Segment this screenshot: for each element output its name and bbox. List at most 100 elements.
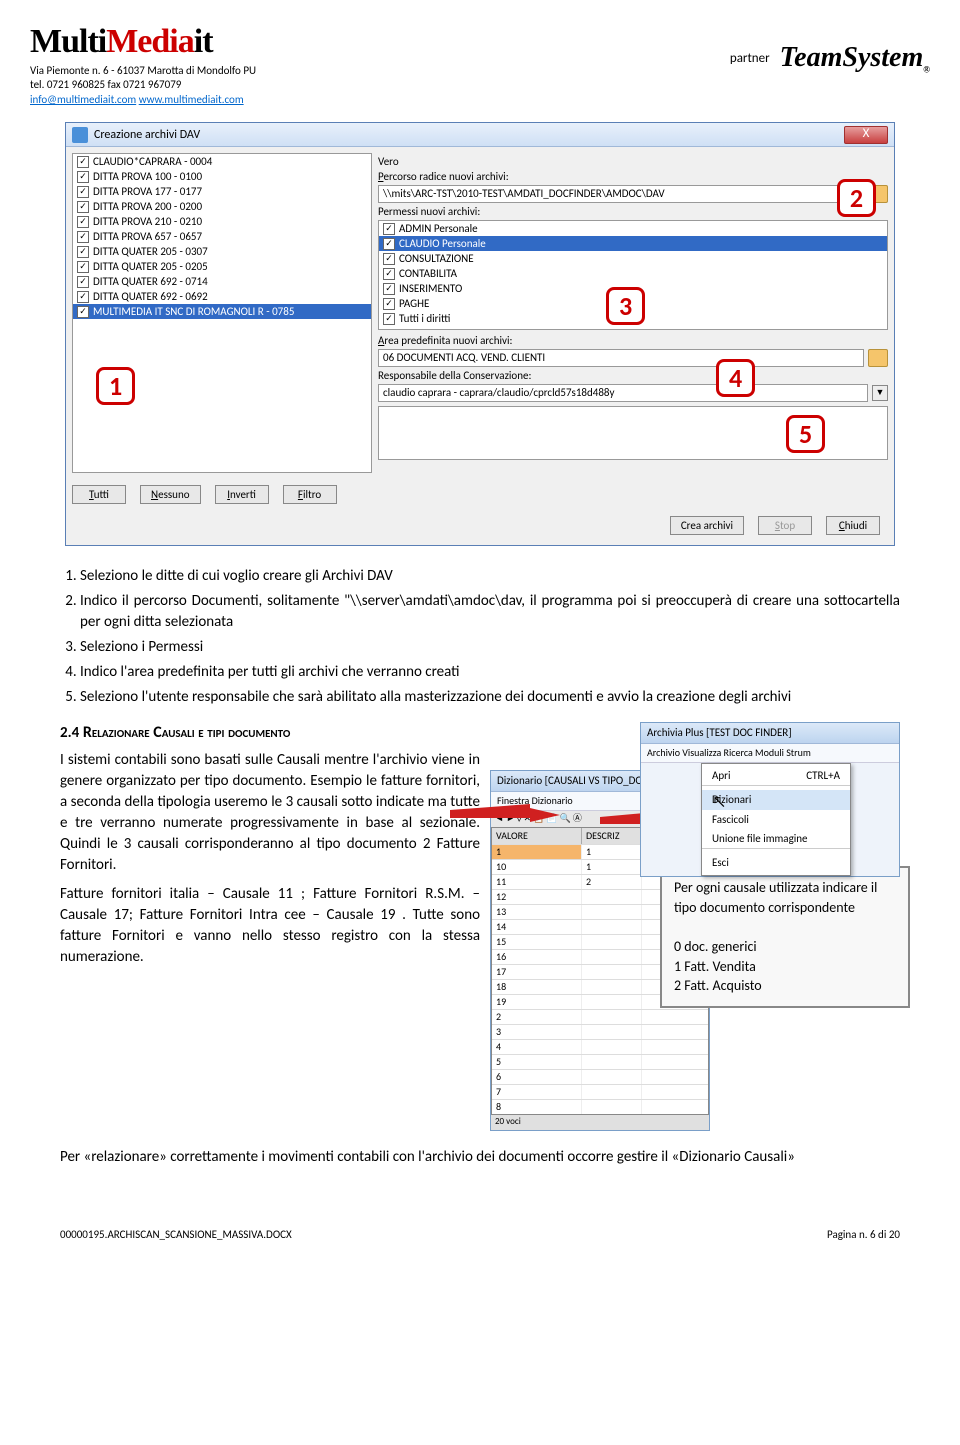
list-item[interactable]: CLAUDIO*CAPRARA - 0004 xyxy=(93,155,212,168)
perm-item[interactable]: CONSULTAZIONE xyxy=(399,252,474,265)
ditte-list[interactable]: ✓CLAUDIO*CAPRARA - 0004 ✓DITTA PROVA 100… xyxy=(72,153,372,473)
bottom-button-row: Crea archivi Stop Chiudi xyxy=(66,510,894,545)
perm-item[interactable]: Tutti i diritti xyxy=(399,312,450,325)
archivia-menubar[interactable]: Archivio Visualizza Ricerca Moduli Strum xyxy=(641,744,899,763)
logo-it: it xyxy=(194,23,213,60)
resp-dropdown-arrow[interactable]: ▼ xyxy=(872,385,888,401)
callout-2: 2 xyxy=(837,179,876,217)
app-screenshots-column: Archivia Plus [TEST DOC FINDER] Archivio… xyxy=(490,750,900,1137)
perm-item[interactable]: ADMIN Personale xyxy=(399,222,478,235)
btn-crea-archivi[interactable]: Crea archivi xyxy=(670,516,744,535)
callout-4: 4 xyxy=(716,359,755,397)
section-title: Relazionare Causali e tipi documento xyxy=(83,723,290,742)
document-header: MultiMediait Via Piemonte n. 6 - 61037 M… xyxy=(30,20,930,107)
instruction-4: Indico l'area predefinita per tutti gli … xyxy=(80,662,900,683)
instructions-text: Seleziono le ditte di cui voglio creare … xyxy=(60,566,900,1168)
btn-stop: Stop xyxy=(758,516,812,535)
area-input[interactable]: 06 DOCUMENTI ACQ. VEND. CLIENTI xyxy=(378,349,864,367)
callout-3: 3 xyxy=(606,287,645,325)
logo-multi: Multi xyxy=(30,23,106,60)
instruction-2: Indico il percorso Documenti, solitament… xyxy=(80,591,900,633)
logo-multimediait: MultiMediait xyxy=(30,20,256,64)
list-item-selected[interactable]: MULTIMEDIA IT SNC DI ROMAGNOLI R - 0785 xyxy=(93,305,294,318)
instruction-1: Seleziono le ditte di cui voglio creare … xyxy=(80,566,900,587)
header-email-link[interactable]: info@multimediait.com xyxy=(30,93,136,106)
teamsystem-text: TeamSystem xyxy=(780,42,924,73)
instruction-5: Seleziono l'utente responsabile che sarà… xyxy=(80,687,900,708)
note-line-2: 0 doc. generici xyxy=(674,937,896,957)
partner-label: partner xyxy=(730,51,770,66)
section-body-text: I sistemi contabili sono basati sulle Ca… xyxy=(60,750,480,976)
red-arrow-1 xyxy=(450,804,560,834)
list-item[interactable]: DITTA PROVA 657 - 0657 xyxy=(93,230,202,243)
left-button-row: Tutti Nessuno Inverti Filtro xyxy=(66,479,894,510)
list-item[interactable]: DITTA QUATER 692 - 0714 xyxy=(93,275,208,288)
header-web-link[interactable]: www.multimediait.com xyxy=(139,93,244,106)
perm-item[interactable]: CONTABILITA xyxy=(399,267,457,280)
perm-item-selected[interactable]: CLAUDIO Personale xyxy=(399,237,486,250)
table-row[interactable]: 8 xyxy=(492,1099,708,1114)
ts-reg: ® xyxy=(923,65,930,75)
note-line-4: 2 Fatt. Acquisto xyxy=(674,976,896,996)
footer-pagenum: Pagina n. 6 di 20 xyxy=(827,1228,900,1241)
table-row[interactable]: 6 xyxy=(492,1069,708,1084)
callout-1: 1 xyxy=(96,367,135,405)
header-right: partner TeamSystem® xyxy=(730,42,930,75)
permessi-label: Permessi nuovi archivi: xyxy=(378,205,888,218)
section-number: 2.4 xyxy=(60,724,79,742)
footer-filename: 00000195.ARCHISCAN_SCANSIONE_MASSIVA.DOC… xyxy=(60,1228,292,1241)
list-item[interactable]: DITTA QUATER 692 - 0692 xyxy=(93,290,208,303)
section-p3: Per «relazionare» correttamente i movime… xyxy=(60,1147,900,1168)
table-row[interactable]: 5 xyxy=(492,1054,708,1069)
section-p1: I sistemi contabili sono basati sulle Ca… xyxy=(60,750,480,876)
perm-item[interactable]: PAGHE xyxy=(399,297,429,310)
list-item[interactable]: DITTA PROVA 177 - 0177 xyxy=(93,185,202,198)
table-row[interactable]: 3 xyxy=(492,1024,708,1039)
btn-filtro[interactable]: Filtro xyxy=(283,485,337,504)
table-row[interactable]: 4 xyxy=(492,1039,708,1054)
vero-label: Vero xyxy=(378,155,888,168)
menu-apri-shortcut: CTRL+A xyxy=(806,768,840,783)
list-item[interactable]: DITTA QUATER 205 - 0307 xyxy=(93,245,208,258)
table-footer: 20 voci xyxy=(491,1115,709,1130)
note-box: Per ogni causale utilizzata indicare il … xyxy=(660,866,910,1008)
dialog-titlebar: Creazione archivi DAV X xyxy=(66,123,894,147)
dialog-title: Creazione archivi DAV xyxy=(94,128,200,142)
callout-5: 5 xyxy=(786,415,825,453)
resp-label: Responsabile della Conservazione: xyxy=(378,369,888,382)
table-row[interactable]: 7 xyxy=(492,1084,708,1099)
archivio-menu-dropdown[interactable]: ApriCTRL+A Dizionari↖ Fascicoli Unione f… xyxy=(701,763,851,876)
list-item[interactable]: DITTA PROVA 200 - 0200 xyxy=(93,200,202,213)
list-item[interactable]: DITTA QUATER 205 - 0205 xyxy=(93,260,208,273)
header-tel: tel. 0721 960825 fax 0721 967079 xyxy=(30,78,256,92)
note-line-3: 1 Fatt. Vendita xyxy=(674,957,896,977)
resp-input[interactable]: claudio caprara - caprara/claudio/cprcld… xyxy=(378,384,868,402)
btn-nessuno[interactable]: Nessuno xyxy=(140,485,201,504)
logo-media: Media xyxy=(106,23,194,60)
btn-inverti[interactable]: Inverti xyxy=(215,485,269,504)
menu-apri[interactable]: Apri xyxy=(712,768,731,783)
menu-esci[interactable]: Esci xyxy=(712,855,729,870)
instruction-3: Seleziono i Permessi xyxy=(80,637,900,658)
teamsystem-logo: TeamSystem® xyxy=(780,42,930,75)
header-address: Via Piemonte n. 6 - 61037 Marotta di Mon… xyxy=(30,64,256,78)
menu-unione[interactable]: Unione file immagine xyxy=(712,831,808,846)
perm-item[interactable]: INSERIMENTO xyxy=(399,282,462,295)
note-line-1: Per ogni causale utilizzata indicare il … xyxy=(674,878,896,917)
cursor-icon: ↖ xyxy=(712,792,726,814)
archivia-title: Archivia Plus [TEST DOC FINDER] xyxy=(641,723,899,743)
page-footer: 00000195.ARCHISCAN_SCANSIONE_MASSIVA.DOC… xyxy=(60,1228,900,1241)
dialog-app-icon xyxy=(72,127,88,143)
list-item[interactable]: DITTA PROVA 100 - 0100 xyxy=(93,170,202,183)
archivia-plus-window: Archivia Plus [TEST DOC FINDER] Archivio… xyxy=(640,722,900,876)
creazione-archivi-dialog: Creazione archivi DAV X ✓CLAUDIO*CAPRARA… xyxy=(65,122,895,546)
btn-chiudi[interactable]: Chiudi xyxy=(826,516,880,535)
browse-area-icon[interactable] xyxy=(868,349,888,367)
section-p2: Fatture fornitori italia – Causale 11 ; … xyxy=(60,884,480,968)
list-item[interactable]: DITTA PROVA 210 - 0210 xyxy=(93,215,202,228)
percorso-input[interactable]: \\mits\ARC-TST\2010-TEST\AMDATI_DOCFINDE… xyxy=(378,185,864,203)
table-row[interactable]: 2 xyxy=(492,1009,708,1024)
dialog-close-button[interactable]: X xyxy=(844,126,888,144)
header-left: MultiMediait Via Piemonte n. 6 - 61037 M… xyxy=(30,20,256,107)
btn-tutti[interactable]: Tutti xyxy=(72,485,126,504)
